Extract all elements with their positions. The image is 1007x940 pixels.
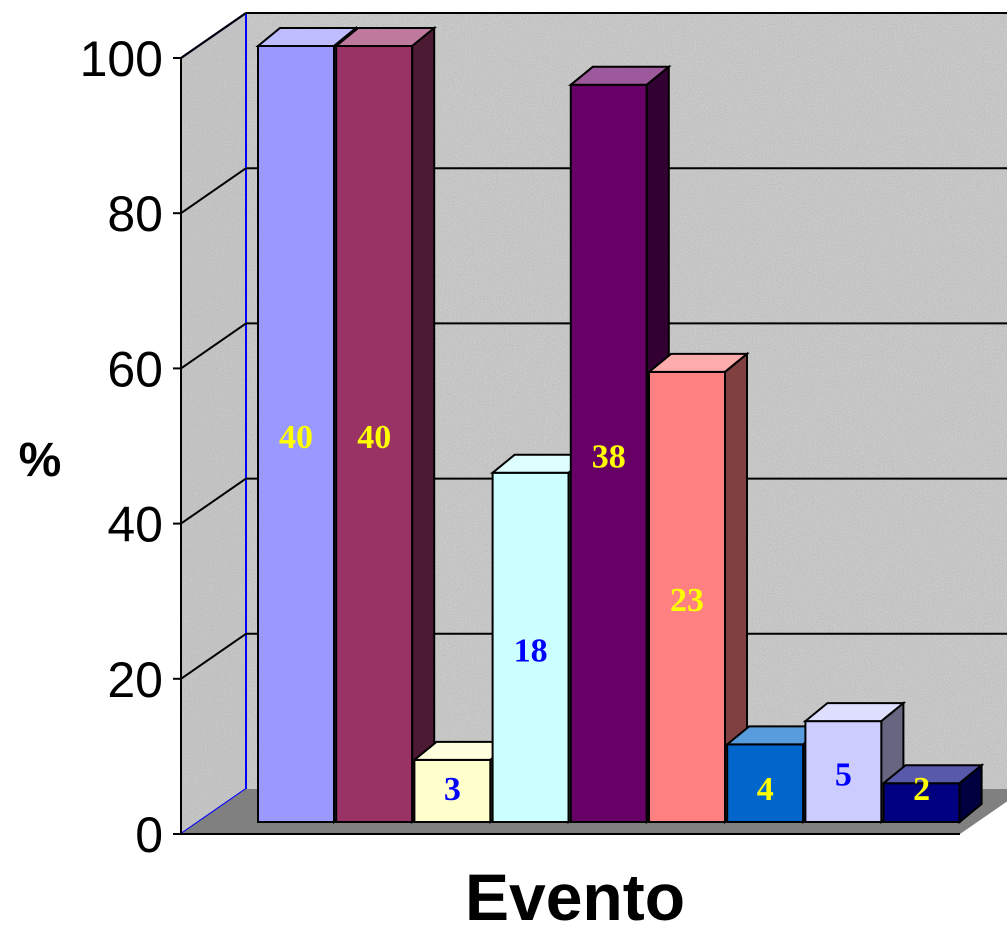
y-tick-label: 60 bbox=[107, 341, 163, 397]
y-tick-label: 80 bbox=[107, 186, 163, 242]
x-axis-title: Evento bbox=[465, 860, 685, 934]
bar bbox=[880, 763, 985, 825]
gridline-side bbox=[180, 632, 247, 680]
bar bbox=[646, 351, 750, 825]
bar-data-label: 3 bbox=[444, 771, 461, 808]
bar-data-label: 4 bbox=[757, 771, 774, 808]
gridline-side bbox=[180, 322, 247, 370]
bar-front bbox=[257, 45, 335, 823]
y-tick-label: 20 bbox=[107, 652, 163, 708]
y-tick-label: 0 bbox=[135, 807, 163, 863]
bar-front bbox=[413, 758, 492, 823]
bar-data-label: 23 bbox=[670, 582, 704, 619]
y-tick-label: 100 bbox=[80, 31, 163, 87]
y-axis-title: % bbox=[19, 434, 62, 487]
bar bbox=[333, 25, 438, 825]
bars bbox=[255, 25, 985, 825]
bar-side bbox=[958, 763, 983, 825]
bar-data-label: 38 bbox=[592, 438, 626, 475]
bar-data-label: 2 bbox=[913, 771, 930, 808]
bar-data-label: 40 bbox=[279, 419, 313, 456]
gridline-side bbox=[180, 167, 247, 215]
bar-front bbox=[882, 782, 961, 824]
gridline-side bbox=[180, 477, 247, 525]
bar-data-label: 18 bbox=[514, 632, 548, 669]
gridline-side bbox=[180, 12, 247, 59]
data-labels: 40 40 3 18 38 23 4 5 2 bbox=[279, 419, 930, 808]
y-tick-label: 40 bbox=[107, 497, 163, 553]
y-axis: 0 20 40 60 80 100 bbox=[80, 31, 960, 863]
side-wall-texture bbox=[181, 13, 246, 834]
bar-data-label: 5 bbox=[835, 757, 852, 794]
bar-front bbox=[726, 743, 805, 824]
bar-data-label: 40 bbox=[357, 419, 391, 456]
bar-side bbox=[411, 25, 436, 825]
